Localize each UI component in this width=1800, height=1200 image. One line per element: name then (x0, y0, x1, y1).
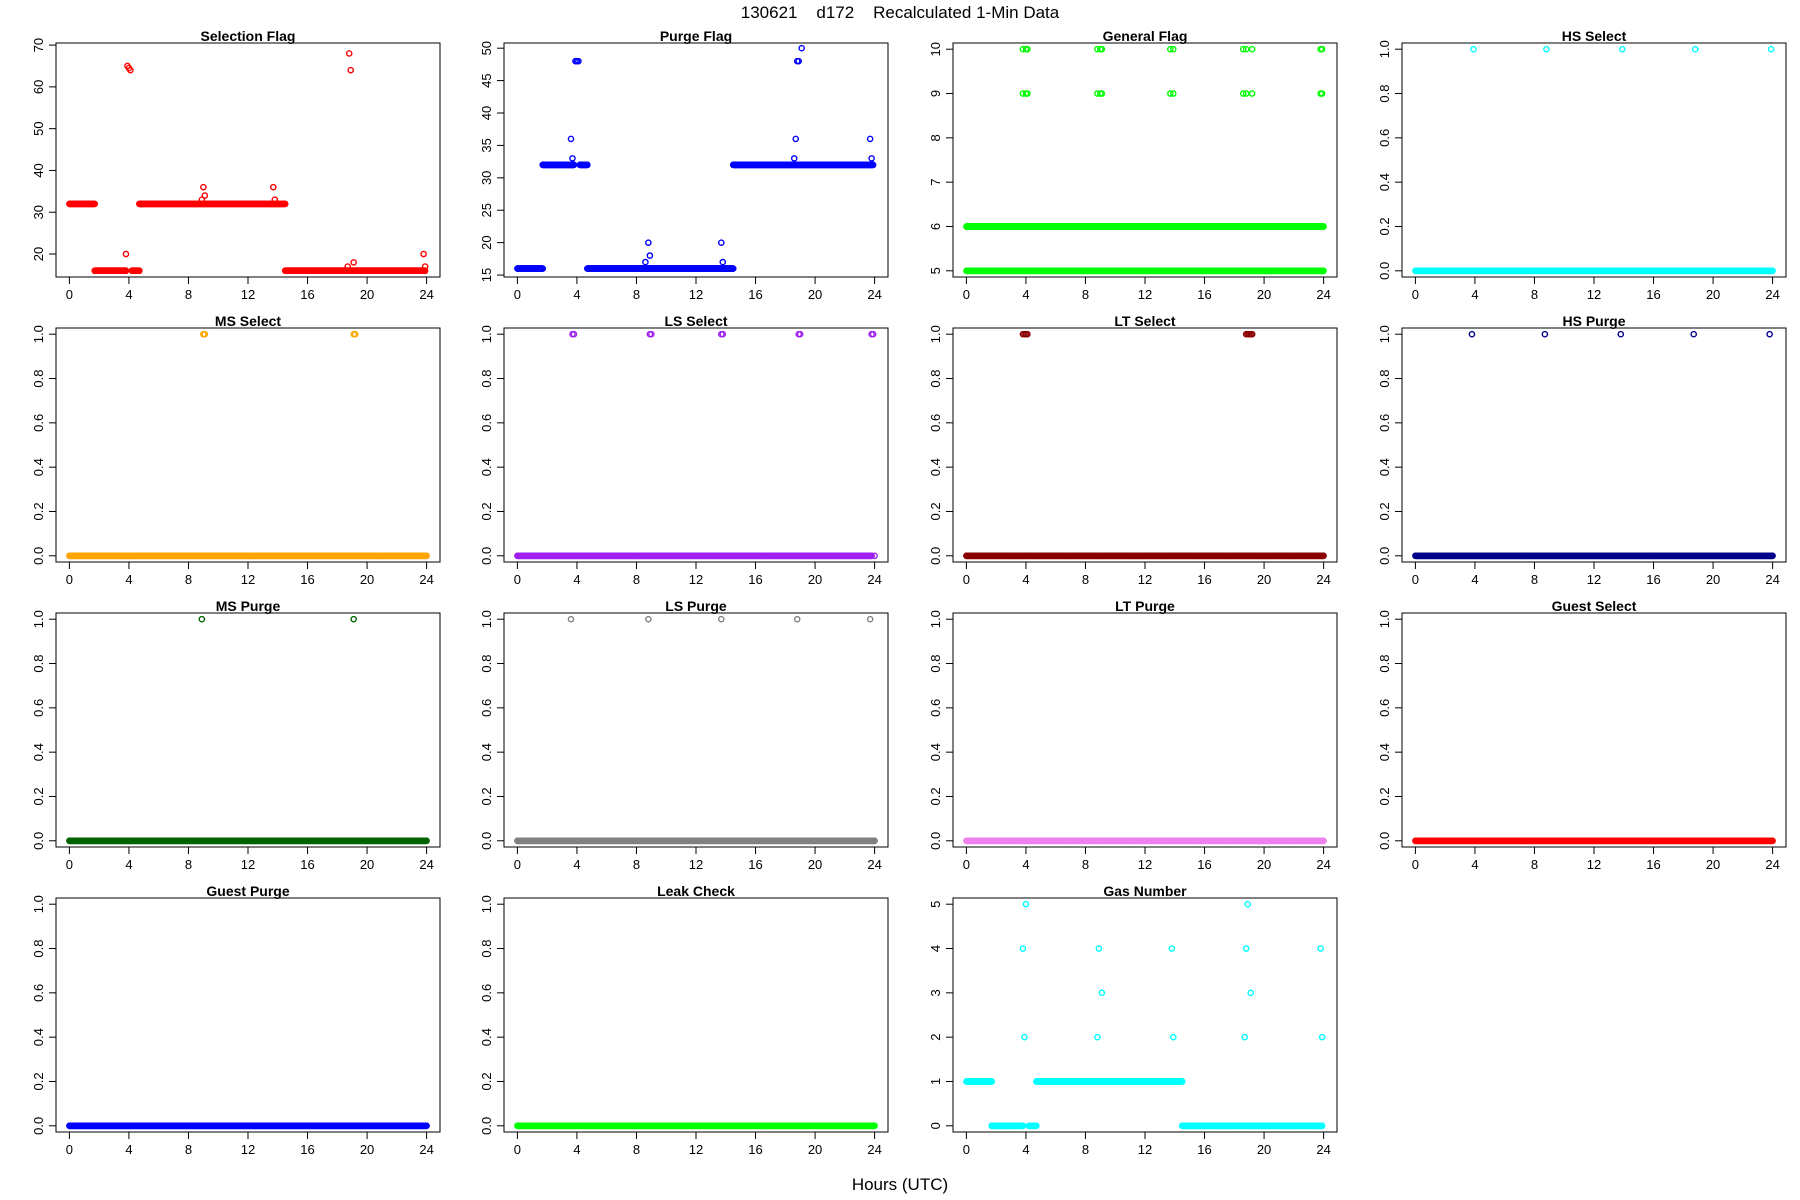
data-point (281, 200, 289, 208)
chart-panel: Purge Flag 0 4 8 12 16 20 24 15 20 25 30 35 40 45 50 (479, 28, 889, 302)
y-tick-label: 25 (479, 203, 494, 217)
data-point (645, 239, 652, 246)
x-tick-label: 24 (419, 287, 433, 302)
y-tick-label: 20 (31, 247, 46, 261)
data-point (646, 252, 654, 259)
data-point (792, 135, 800, 143)
data-point (642, 258, 649, 266)
data-point (122, 250, 130, 258)
chart-panel: Selection Flag 0 4 8 12 16 20 24 20 30 40 50 60 70 (31, 28, 441, 302)
x-tick-label: 20 (808, 287, 822, 302)
x-tick-label: 4 (573, 287, 580, 302)
y-tick-label: 35 (479, 138, 494, 152)
y-tick-label: 30 (31, 205, 46, 219)
panel-title: General Flag (1103, 28, 1188, 44)
plot-frame (952, 42, 1338, 278)
data-point (798, 44, 805, 52)
x-tick-label: 16 (748, 287, 762, 302)
x-tick-label: 0 (514, 287, 521, 302)
x-tick-label: 0 (963, 287, 970, 302)
panel-title: Purge Flag (660, 28, 732, 44)
data-point (350, 259, 357, 266)
x-tick-label: 24 (867, 287, 881, 302)
y-tick-label: 60 (31, 80, 46, 94)
x-tick-label: 12 (689, 287, 703, 302)
y-tick-label: 45 (479, 73, 494, 87)
x-tick-label: 8 (185, 287, 192, 302)
y-tick-label: 7 (928, 179, 943, 186)
y-tick-label: 20 (479, 235, 494, 249)
y-tick-label: 70 (31, 38, 46, 52)
panel-title: Selection Flag (201, 28, 296, 44)
data-point (269, 183, 277, 191)
data-point (201, 192, 209, 199)
data-point (200, 183, 207, 191)
data-point (136, 267, 143, 275)
data-point (719, 258, 727, 266)
plot-frame (503, 42, 889, 278)
x-tick-label: 8 (1082, 287, 1089, 302)
y-tick-label: 6 (928, 223, 943, 230)
x-tick-label: 20 (1257, 287, 1271, 302)
data-point (868, 155, 875, 162)
data-point (91, 200, 98, 208)
x-tick-label: 4 (1022, 287, 1029, 302)
y-tick-label: 40 (31, 163, 46, 177)
x-tick-label: 20 (360, 287, 374, 302)
figure-title: 130621 d172 Recalculated 1-Min Data (741, 3, 1060, 22)
data-point (345, 50, 353, 57)
y-tick-label: 5 (928, 267, 943, 274)
data-point (122, 267, 130, 275)
data-point (569, 155, 576, 162)
x-tick-label: 16 (300, 287, 314, 302)
x-tick-label: 0 (66, 287, 73, 302)
x-tick-label: 4 (125, 287, 132, 302)
plot-frame (55, 42, 441, 278)
y-tick-label: 10 (928, 42, 943, 56)
chart-panel: General Flag 0 4 8 12 16 20 24 5 6 7 8 9 10 (928, 28, 1338, 302)
data-point (347, 66, 355, 74)
figure-xlabel: Hours (UTC) (852, 1175, 948, 1194)
data-point (790, 155, 798, 162)
x-tick-label: 12 (1138, 287, 1152, 302)
y-tick-label: 15 (479, 268, 494, 282)
x-tick-label: 24 (1316, 287, 1330, 302)
data-point (866, 135, 874, 143)
y-tick-label: 40 (479, 106, 494, 120)
y-tick-label: 50 (31, 121, 46, 135)
x-tick-label: 8 (633, 287, 640, 302)
data-point (567, 135, 575, 143)
y-tick-label: 50 (479, 41, 494, 55)
y-tick-label: 30 (479, 171, 494, 185)
data-point (420, 250, 427, 258)
y-tick-label: 8 (928, 134, 943, 141)
data-point (718, 239, 725, 246)
x-tick-label: 16 (1197, 287, 1211, 302)
x-tick-label: 12 (241, 287, 255, 302)
y-tick-label: 9 (928, 90, 943, 97)
